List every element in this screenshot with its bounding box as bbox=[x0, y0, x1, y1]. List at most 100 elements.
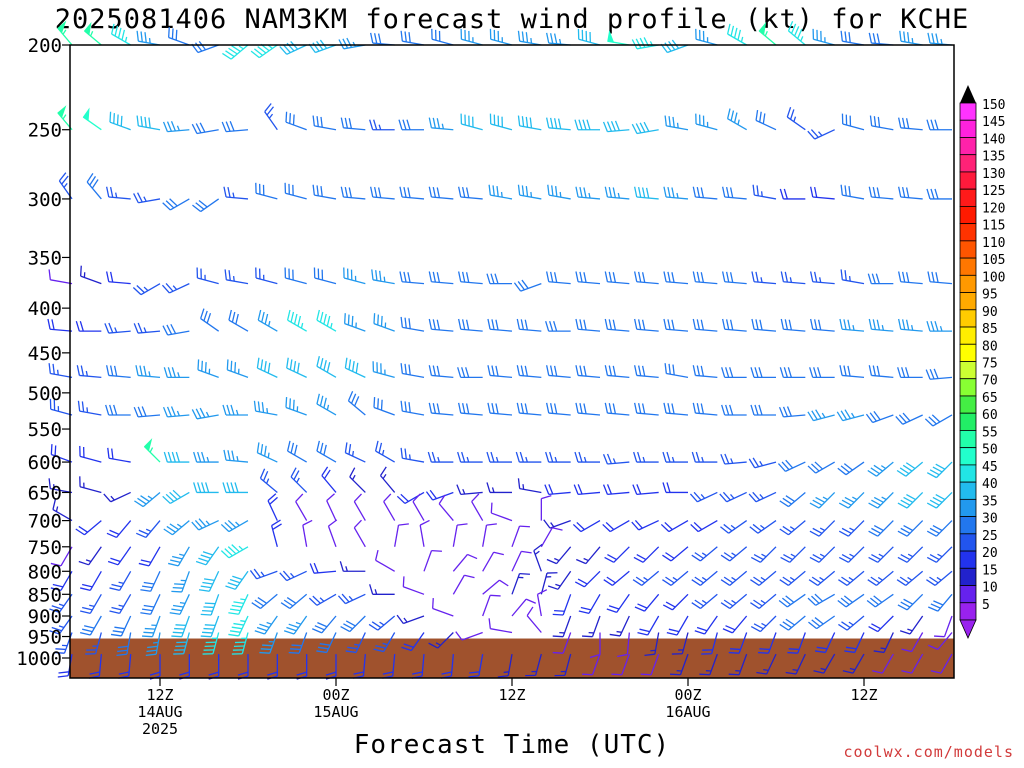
barb-full bbox=[169, 198, 178, 207]
barb-half bbox=[583, 557, 589, 562]
wind-barb bbox=[419, 519, 430, 547]
barb-half bbox=[821, 412, 826, 418]
barb-full bbox=[402, 576, 405, 587]
wind-barb bbox=[602, 120, 630, 133]
barb-full bbox=[170, 559, 181, 564]
barb-full bbox=[520, 365, 525, 376]
barb-full bbox=[257, 309, 262, 321]
wind-barb bbox=[312, 184, 337, 200]
wind-barb bbox=[86, 172, 102, 200]
barb-full bbox=[312, 42, 320, 52]
barb-half bbox=[345, 566, 348, 572]
wind-barb bbox=[253, 400, 278, 416]
barb-full bbox=[373, 119, 378, 130]
wind-barb bbox=[604, 546, 630, 563]
barb-full bbox=[667, 271, 671, 283]
barb-full bbox=[576, 558, 587, 565]
wind-barb bbox=[836, 409, 865, 422]
barb-full bbox=[319, 311, 324, 323]
barb-half bbox=[819, 553, 826, 558]
wind-barb bbox=[779, 570, 806, 586]
barb-full bbox=[140, 31, 143, 42]
barb-full bbox=[838, 623, 848, 631]
wind-barb bbox=[344, 442, 366, 463]
barb-full bbox=[82, 606, 93, 611]
barb-full bbox=[77, 400, 81, 412]
barb-full bbox=[253, 568, 261, 578]
colorbar-swatch bbox=[959, 516, 977, 535]
barb-staff bbox=[650, 653, 660, 675]
barb-half bbox=[878, 553, 884, 558]
barb-full bbox=[348, 444, 352, 455]
wind-barb bbox=[750, 615, 777, 633]
barb-full bbox=[898, 414, 907, 424]
barb-full bbox=[382, 671, 394, 675]
barb-full bbox=[400, 400, 403, 412]
barb-half bbox=[176, 523, 183, 528]
barb-full bbox=[784, 319, 789, 330]
colorbar-swatch bbox=[959, 188, 977, 207]
barb-full bbox=[350, 393, 357, 404]
wind-barb bbox=[663, 318, 689, 332]
barb-full bbox=[543, 519, 551, 529]
barb-full bbox=[779, 500, 789, 508]
wind-barb bbox=[168, 546, 190, 567]
wind-barb bbox=[726, 108, 747, 131]
barb-full bbox=[195, 560, 207, 566]
barb-full bbox=[693, 491, 702, 501]
barb-half bbox=[554, 456, 558, 463]
barb-full bbox=[400, 30, 403, 42]
barb-full bbox=[872, 319, 877, 330]
barb-full bbox=[227, 450, 231, 461]
colorbar-label: 5 bbox=[982, 598, 990, 613]
barb-full bbox=[436, 403, 441, 414]
barb-half bbox=[740, 36, 744, 43]
barb-full bbox=[929, 469, 940, 476]
barb-full bbox=[103, 493, 112, 503]
barb-full bbox=[432, 117, 437, 129]
wind-barb bbox=[756, 653, 777, 675]
wind-barb bbox=[513, 279, 542, 292]
barb-full bbox=[780, 318, 785, 330]
barb-full bbox=[870, 467, 880, 475]
barb-full bbox=[631, 123, 638, 134]
barb-full bbox=[302, 519, 313, 526]
wind-barb bbox=[552, 594, 572, 616]
wind-barb bbox=[901, 632, 924, 653]
barb-full bbox=[293, 313, 298, 325]
barb-half bbox=[671, 456, 675, 463]
wind-barb bbox=[720, 453, 747, 465]
wind-barb bbox=[487, 318, 513, 332]
barb-full bbox=[172, 586, 184, 589]
wind-barb bbox=[337, 593, 366, 605]
barb-full bbox=[168, 562, 179, 567]
barb-full bbox=[137, 322, 143, 333]
barb-full bbox=[633, 318, 638, 330]
barb-full bbox=[172, 555, 183, 560]
barb-full bbox=[929, 553, 940, 561]
barb-full bbox=[640, 673, 652, 676]
barb-full bbox=[788, 319, 793, 331]
barb-full bbox=[869, 597, 879, 606]
colorbar-label: 50 bbox=[982, 443, 998, 458]
barb-full bbox=[205, 482, 210, 493]
barb-full bbox=[900, 601, 911, 608]
source-credit[interactable]: coolwx.com/models bbox=[843, 743, 1014, 761]
barb-full bbox=[320, 116, 323, 128]
wind-barb bbox=[344, 313, 366, 332]
wind-barb bbox=[79, 476, 102, 494]
barb-half bbox=[147, 495, 153, 500]
barb-full bbox=[755, 319, 759, 330]
wind-barb bbox=[865, 411, 894, 424]
barb-full bbox=[288, 623, 299, 629]
barb-full bbox=[754, 367, 759, 378]
barb-flag bbox=[57, 105, 67, 119]
barb-full bbox=[612, 272, 617, 283]
y-tick-label: 500 bbox=[28, 383, 62, 405]
barb-half bbox=[616, 630, 622, 633]
wind-barb bbox=[290, 467, 308, 493]
barb-full bbox=[202, 609, 213, 612]
barb-full bbox=[375, 270, 378, 281]
wind-barb bbox=[899, 30, 923, 46]
barb-full bbox=[811, 595, 820, 604]
